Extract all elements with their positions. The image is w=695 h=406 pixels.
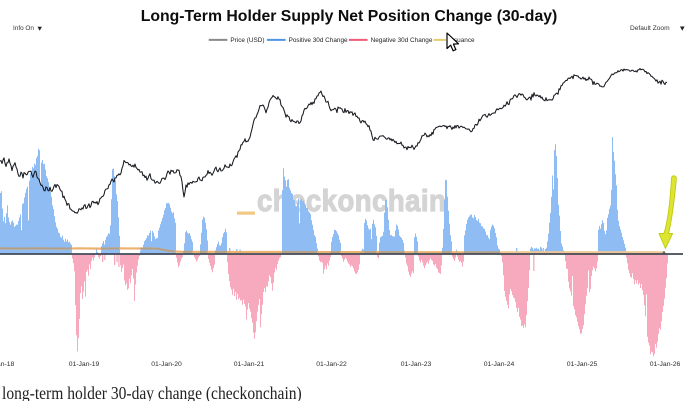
- svg-text:Long-Term Holder Supply Net Po: Long-Term Holder Supply Net Position Cha…: [141, 8, 558, 25]
- svg-text:Positive 30d Change: Positive 30d Change: [289, 37, 348, 44]
- svg-text:Negative 30d Change: Negative 30d Change: [371, 37, 433, 44]
- svg-text:01-Jan-26: 01-Jan-26: [650, 361, 681, 368]
- svg-text:01-Jan-20: 01-Jan-20: [151, 361, 182, 368]
- svg-text:Price (USD): Price (USD): [230, 37, 264, 44]
- svg-text:01-Jan-22: 01-Jan-22: [316, 361, 347, 368]
- svg-text:Default Zoom: Default Zoom: [630, 25, 670, 32]
- svg-text:01-Jan-23: 01-Jan-23: [401, 361, 432, 368]
- svg-text:Info On: Info On: [13, 25, 34, 32]
- svg-text:long-term holder 30-day change: long-term holder 30-day change (checkonc…: [2, 383, 302, 401]
- svg-text:01-Jan-25: 01-Jan-25: [567, 361, 598, 368]
- svg-text:Issuance: Issuance: [449, 37, 475, 44]
- svg-text:01-Jan-19: 01-Jan-19: [69, 361, 100, 368]
- svg-text:01-Jan-18: 01-Jan-18: [0, 361, 15, 368]
- svg-text:01-Jan-24: 01-Jan-24: [484, 361, 515, 368]
- svg-text:01-Jan-21: 01-Jan-21: [234, 361, 265, 368]
